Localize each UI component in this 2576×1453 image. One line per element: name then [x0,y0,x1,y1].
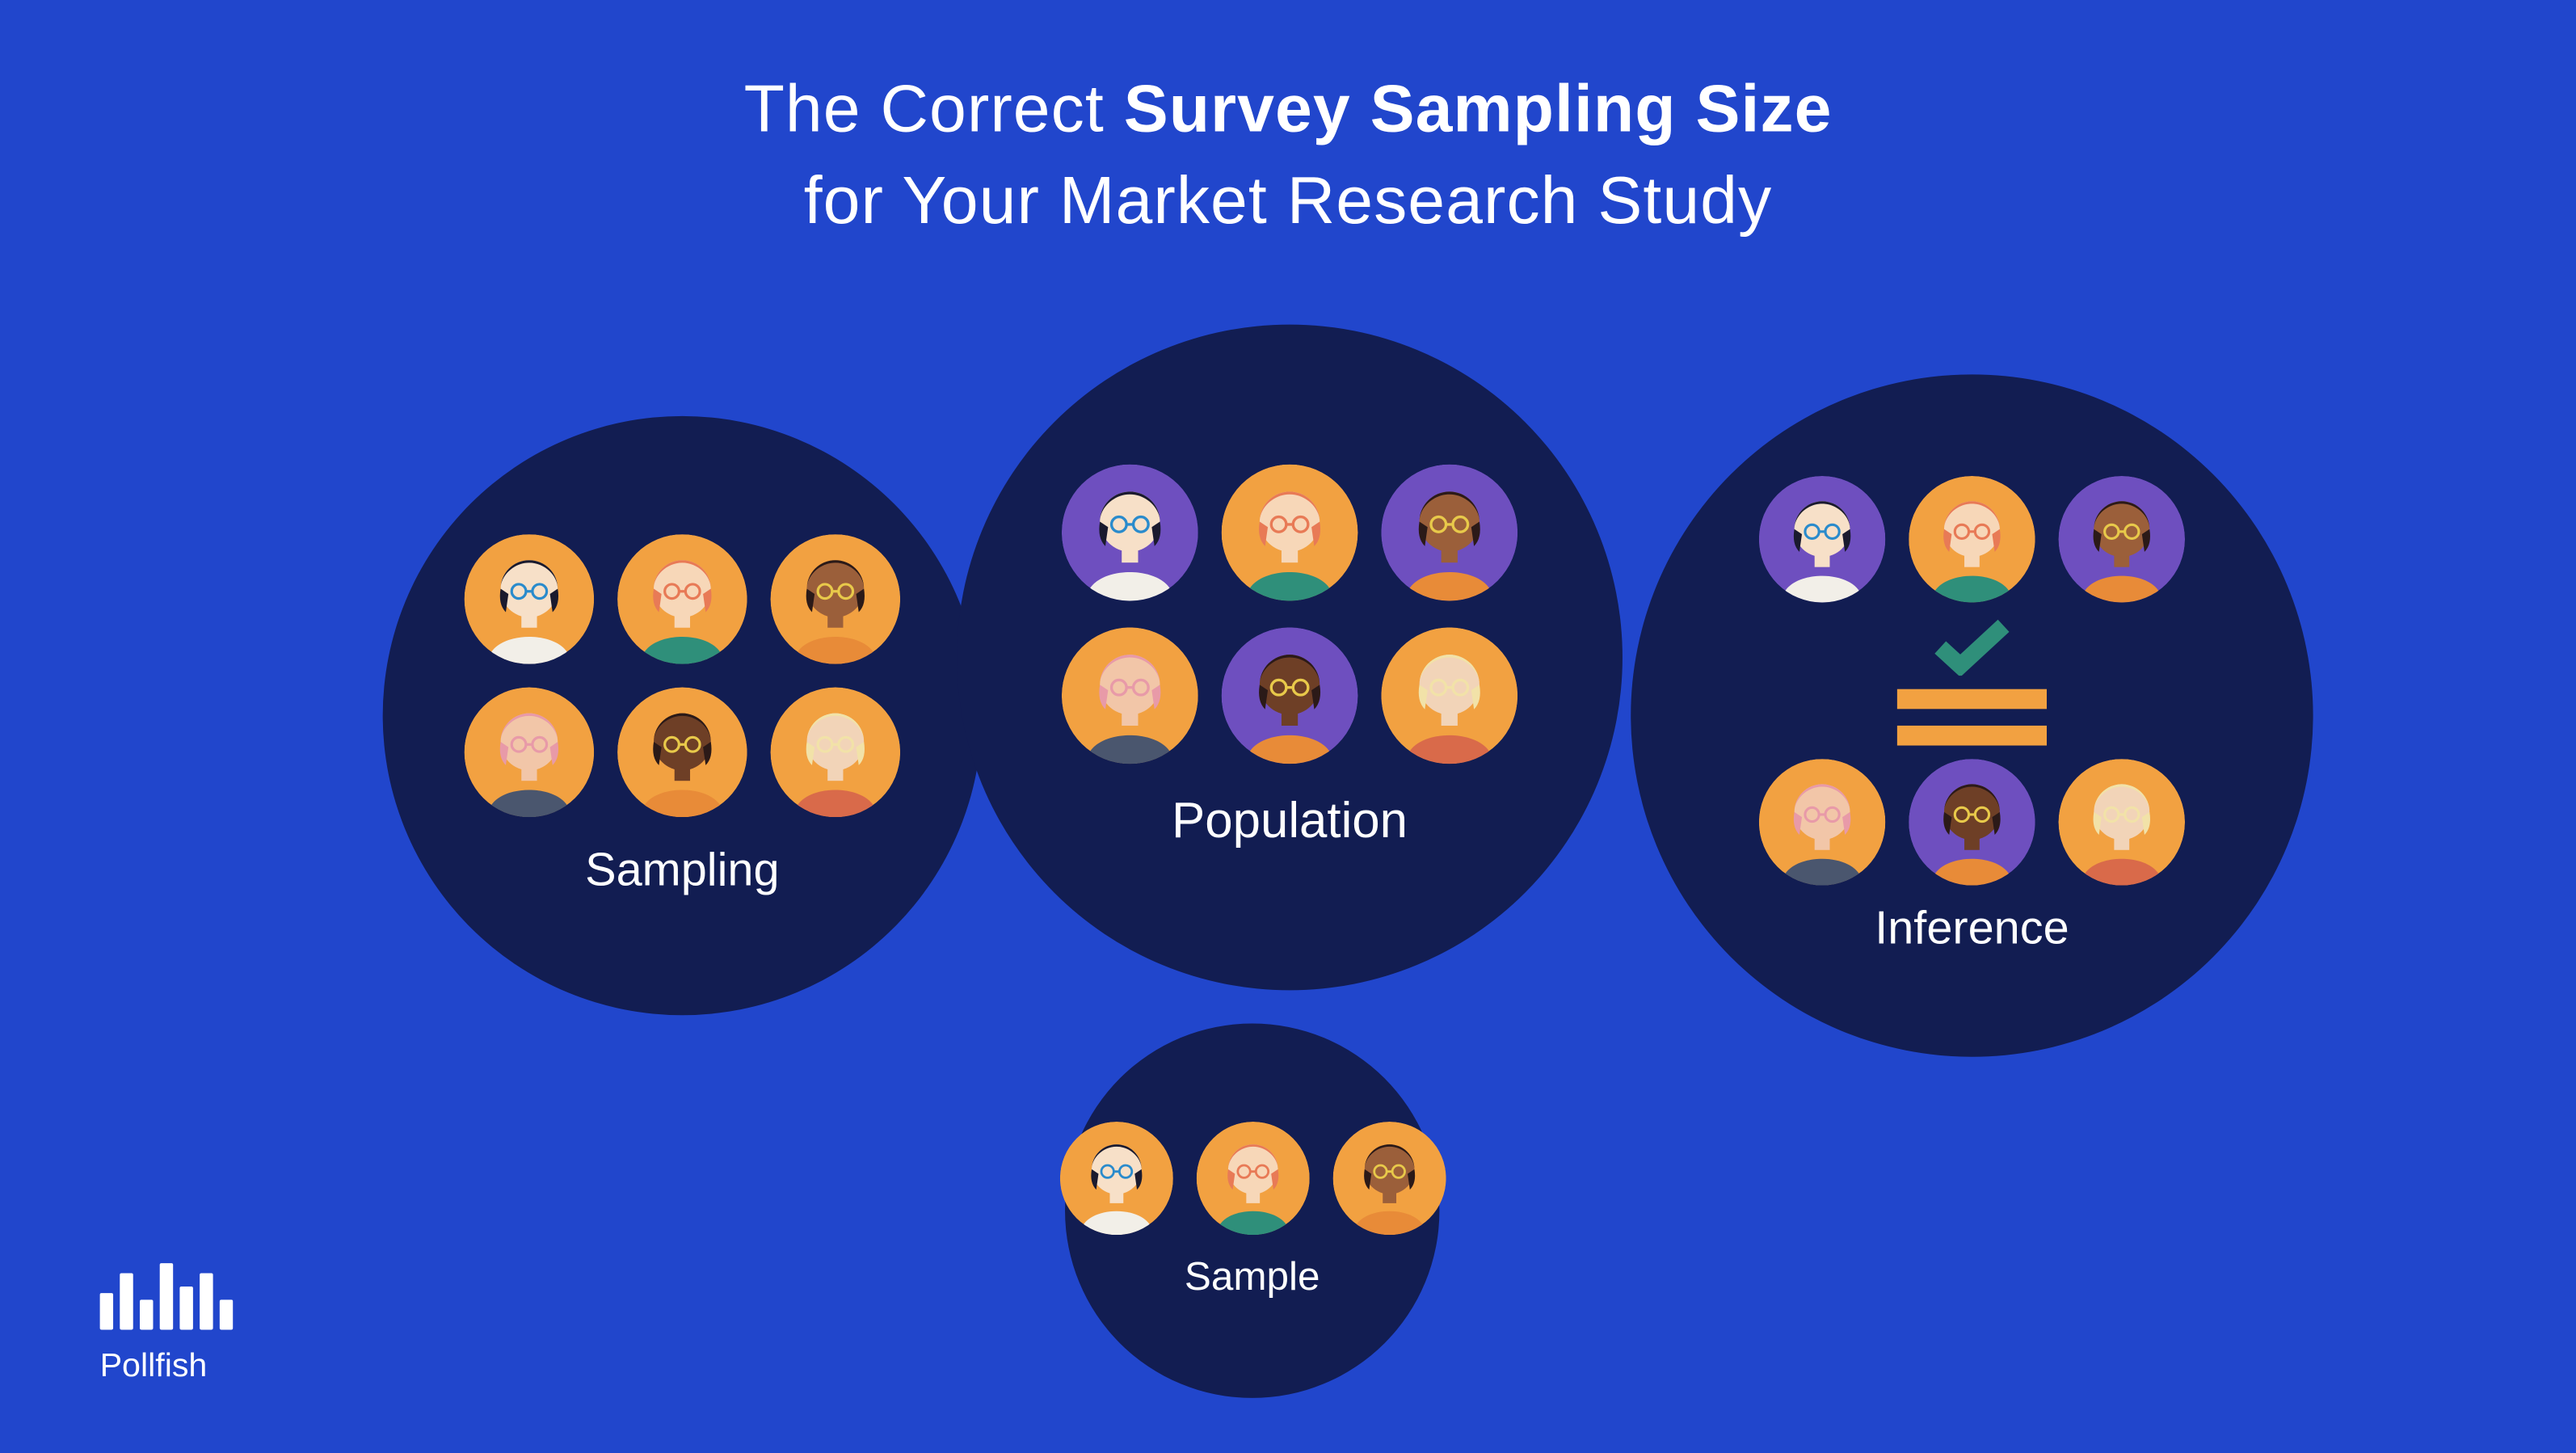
avatar [617,688,747,818]
population-label: Population [1172,794,1408,850]
title-bold: Survey Sampling Size [1124,74,1833,147]
sample-circle: Sample [1065,1024,1439,1398]
avatar [465,688,595,818]
avatar [1381,627,1517,764]
avatar [1196,1121,1309,1234]
avatar [465,534,595,664]
avatar [771,534,901,664]
population-avatar-row [1062,465,1517,601]
avatar [1062,465,1198,601]
logo-bars-icon [100,1257,234,1330]
avatar [1759,476,1886,603]
sampling-avatar-row [465,688,901,818]
check-icon [1930,616,2014,676]
inference-label: Inference [1875,902,2069,955]
avatar [617,534,747,664]
logo-text: Pollfish [100,1348,234,1386]
population-avatar-row [1062,627,1517,764]
avatar [1909,476,2035,603]
title-prefix: The Correct [744,74,1124,147]
avatar [1759,759,1886,886]
sampling-label: Sampling [585,844,779,897]
avatar [1222,627,1358,764]
avatar [771,688,901,818]
sampling-avatar-row [465,534,901,664]
avatar [1381,465,1517,601]
avatar [1062,627,1198,764]
sampling-circle: Sampling [383,416,982,1015]
inference-avatar-row [1759,759,2185,886]
brand-logo: Pollfish [100,1257,234,1387]
inference-circle: Inference [1631,374,2313,1056]
avatar [2059,476,2186,603]
population-circle: Population [957,325,1623,991]
avatar [2059,759,2186,886]
avatar [1222,465,1358,601]
avatar [1909,759,2035,886]
equals-icon [1897,689,2047,746]
sample-label: Sample [1185,1254,1320,1301]
avatar [1332,1121,1446,1234]
sample-avatar-row [1059,1121,1446,1234]
infographic-canvas: The Correct Survey Sampling Size for You… [0,0,2576,1453]
main-title: The Correct Survey Sampling Size for You… [0,74,2576,240]
title-line2: for Your Market Research Study [0,165,2576,240]
avatar [1059,1121,1172,1234]
inference-avatar-row [1759,476,2185,603]
